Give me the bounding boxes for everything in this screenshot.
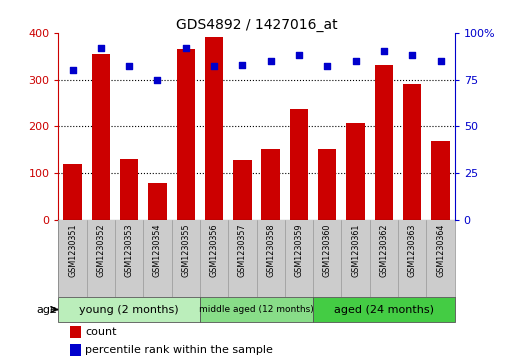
Bar xyxy=(233,160,251,220)
Text: age: age xyxy=(36,305,57,314)
Point xyxy=(380,49,388,54)
Bar xyxy=(262,149,280,220)
Text: GSM1230354: GSM1230354 xyxy=(153,223,162,277)
Bar xyxy=(313,297,455,322)
Point xyxy=(182,45,190,50)
Point xyxy=(408,52,416,58)
Text: GSM1230359: GSM1230359 xyxy=(295,223,303,277)
Text: count: count xyxy=(85,327,117,337)
Text: aged (24 months): aged (24 months) xyxy=(334,305,434,314)
Bar xyxy=(290,109,308,220)
Text: GSM1230358: GSM1230358 xyxy=(266,223,275,277)
Point xyxy=(295,52,303,58)
Bar xyxy=(64,164,82,220)
Text: GSM1230352: GSM1230352 xyxy=(97,223,105,277)
Text: GSM1230363: GSM1230363 xyxy=(408,223,417,277)
Bar xyxy=(403,84,422,220)
Point xyxy=(267,58,275,64)
Text: GSM1230356: GSM1230356 xyxy=(210,223,218,277)
Text: GSM1230361: GSM1230361 xyxy=(351,223,360,277)
Text: middle aged (12 months): middle aged (12 months) xyxy=(199,305,314,314)
Text: GSM1230362: GSM1230362 xyxy=(379,223,389,277)
Bar xyxy=(177,49,195,220)
Text: GSM1230353: GSM1230353 xyxy=(124,223,134,277)
Bar xyxy=(70,344,81,356)
Point xyxy=(352,58,360,64)
Bar xyxy=(431,142,450,220)
Point xyxy=(238,62,246,68)
Bar xyxy=(120,159,138,220)
Point xyxy=(153,77,162,82)
Point xyxy=(436,58,444,64)
Bar xyxy=(205,37,224,220)
Bar xyxy=(58,297,200,322)
Point xyxy=(210,64,218,69)
Bar xyxy=(70,326,81,338)
Point xyxy=(125,64,133,69)
Point xyxy=(323,64,331,69)
Bar xyxy=(148,183,167,220)
Title: GDS4892 / 1427016_at: GDS4892 / 1427016_at xyxy=(176,18,337,32)
Text: percentile rank within the sample: percentile rank within the sample xyxy=(85,345,273,355)
Bar xyxy=(318,149,336,220)
Point xyxy=(69,67,77,73)
Bar xyxy=(346,123,365,220)
Text: GSM1230355: GSM1230355 xyxy=(181,223,190,277)
Point xyxy=(97,45,105,50)
Text: GSM1230351: GSM1230351 xyxy=(68,223,77,277)
Bar xyxy=(200,297,313,322)
Text: young (2 months): young (2 months) xyxy=(79,305,179,314)
Text: GSM1230360: GSM1230360 xyxy=(323,223,332,277)
Bar xyxy=(375,65,393,220)
Text: GSM1230364: GSM1230364 xyxy=(436,223,445,277)
Text: GSM1230357: GSM1230357 xyxy=(238,223,247,277)
Bar xyxy=(91,54,110,220)
